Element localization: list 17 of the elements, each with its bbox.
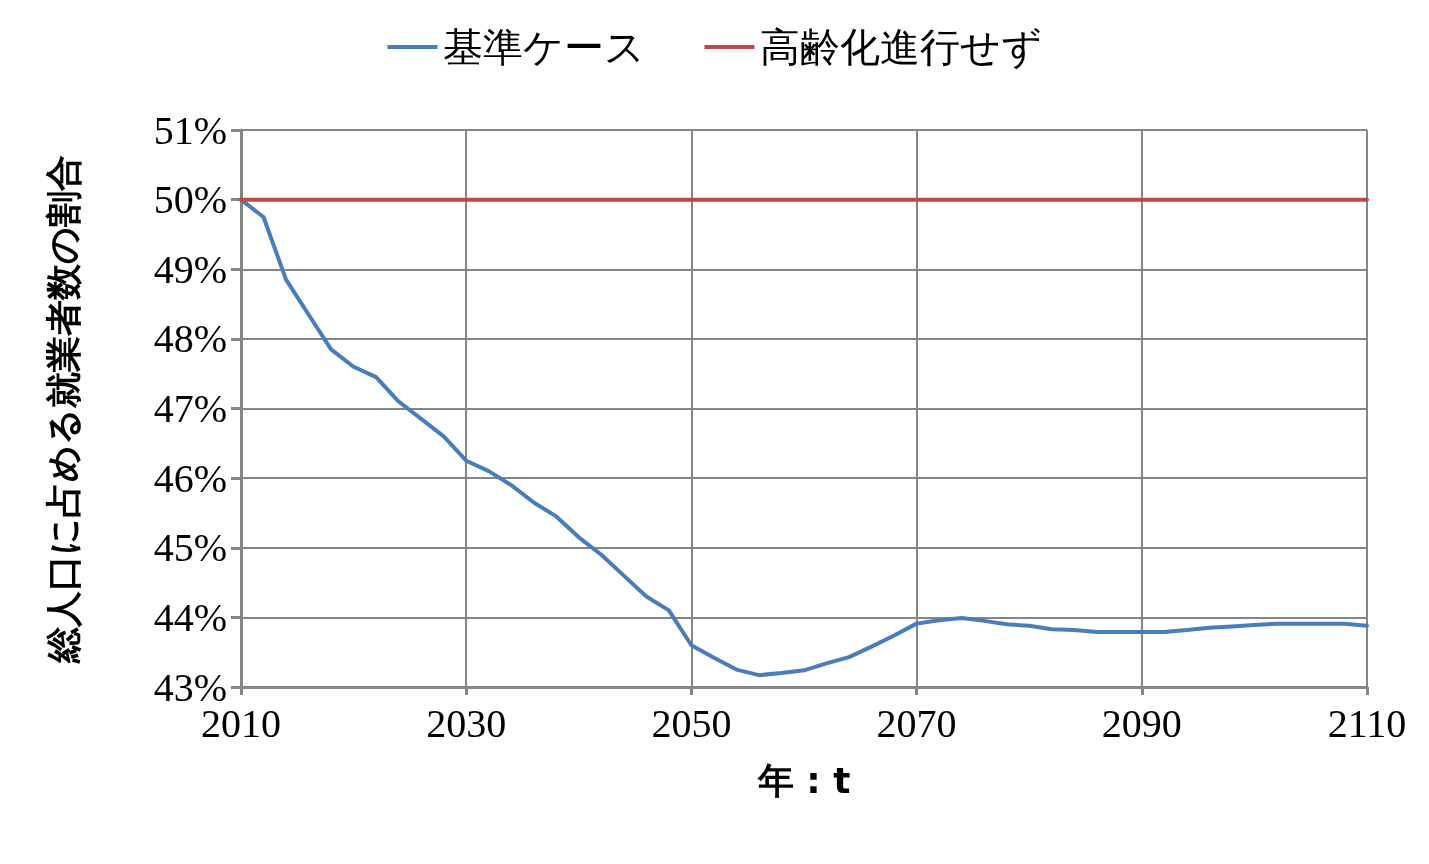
y-tick-label: 44% — [153, 594, 227, 640]
y-tick-label: 48% — [153, 316, 227, 362]
y-tick-label: 49% — [153, 246, 227, 292]
x-tick-label: 2110 — [1327, 700, 1407, 746]
legend-label: 基準ケース — [442, 24, 645, 70]
y-tick-label: 46% — [153, 455, 227, 501]
x-tick-label: 2090 — [1101, 700, 1182, 746]
y-axis-title: 総人口に占める就業者数の割合 — [42, 154, 84, 664]
y-tick-label: 47% — [153, 386, 227, 431]
x-tick-label: 2050 — [651, 700, 732, 746]
y-tick-label: 51% — [153, 107, 227, 153]
x-tick-label: 2030 — [426, 700, 507, 746]
x-axis-title: 年 : t — [756, 759, 851, 801]
y-tick-label: 50% — [153, 177, 227, 223]
x-tick-label: 2070 — [876, 700, 957, 746]
legend-label: 高齢化進行せず — [759, 24, 1042, 70]
y-tick-label: 45% — [153, 525, 227, 571]
